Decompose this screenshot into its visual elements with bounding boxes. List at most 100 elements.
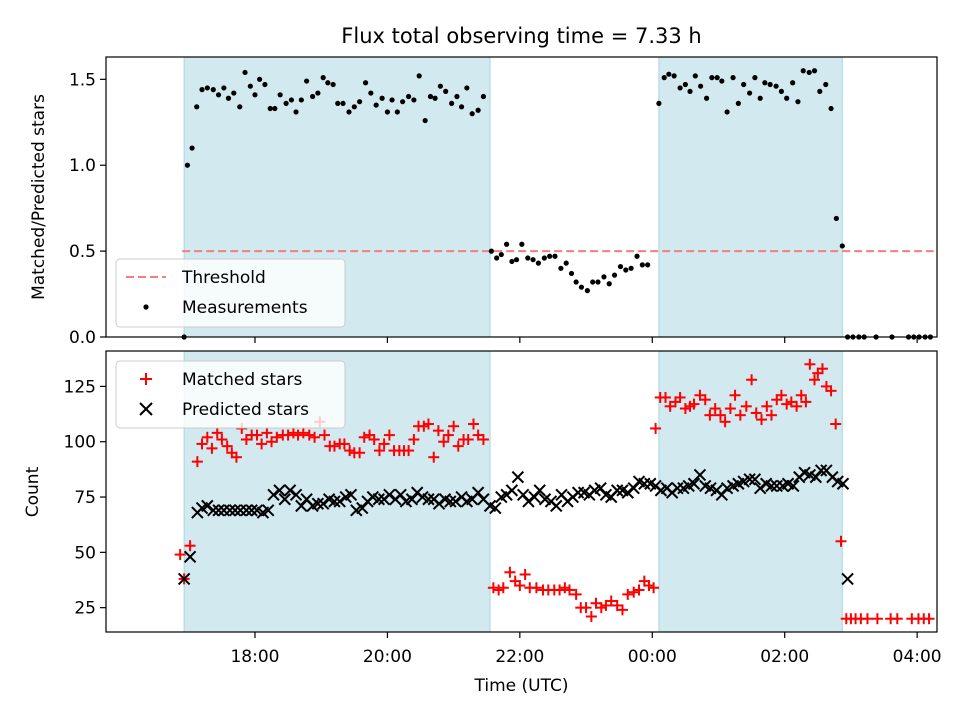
measurement-point bbox=[639, 262, 645, 268]
measurement-point bbox=[210, 87, 216, 93]
matched-star-point bbox=[564, 584, 576, 596]
matched-star-point bbox=[795, 389, 807, 401]
measurement-point bbox=[454, 93, 460, 100]
x-tick-label: 02:00 bbox=[760, 647, 809, 667]
measurement-point bbox=[231, 90, 237, 96]
measurement-point bbox=[498, 251, 504, 258]
predicted-star-point bbox=[841, 572, 854, 586]
matched-star-point bbox=[319, 429, 331, 441]
measurement-point bbox=[839, 243, 845, 249]
matched-star-point bbox=[403, 445, 415, 457]
matched-star-point bbox=[211, 427, 223, 439]
predicted-star-point bbox=[814, 464, 828, 477]
measurement-point bbox=[767, 81, 773, 88]
predicted-star-point bbox=[267, 488, 280, 502]
y-tick-label: 50 bbox=[74, 543, 96, 563]
predicted-star-point bbox=[383, 488, 396, 502]
matched-star-point bbox=[660, 391, 672, 403]
matched-star-point bbox=[861, 613, 873, 625]
matched-star-point bbox=[448, 420, 460, 432]
matched-star-point bbox=[309, 431, 321, 443]
measurement-point bbox=[362, 80, 369, 86]
matched-star-point bbox=[191, 456, 203, 468]
matched-star-point bbox=[477, 434, 489, 446]
measurement-point bbox=[741, 81, 747, 88]
matched-star-point bbox=[354, 447, 366, 459]
matched-star-point bbox=[174, 549, 186, 561]
matched-star-point bbox=[734, 409, 746, 421]
measurement-point bbox=[671, 73, 677, 79]
bottom-axes-frame bbox=[105, 350, 938, 633]
matched-star-point bbox=[438, 436, 450, 448]
matched-star-point bbox=[704, 409, 716, 421]
predicted-legend-label: Predicted stars bbox=[182, 400, 309, 420]
measurement-point bbox=[568, 270, 575, 277]
y-tick-label: 75 bbox=[74, 488, 96, 508]
x-tick-label: 04:00 bbox=[893, 647, 942, 667]
predicted-star-point bbox=[422, 493, 435, 506]
measurement-point bbox=[730, 75, 736, 81]
matched-star-point bbox=[746, 374, 758, 386]
measurement-point bbox=[504, 241, 510, 247]
matched-star-point bbox=[206, 442, 218, 454]
predicted-star-point bbox=[262, 504, 275, 517]
matched-star-point bbox=[570, 588, 582, 600]
measurement-point bbox=[288, 97, 295, 103]
predicted-star-point bbox=[245, 504, 258, 517]
measurement-point bbox=[535, 260, 541, 266]
predicted-star-point bbox=[212, 504, 225, 517]
matched-star-point bbox=[328, 440, 340, 452]
matched-star-point bbox=[368, 434, 380, 446]
measurement-point bbox=[389, 97, 395, 103]
predicted-star-point bbox=[748, 473, 762, 486]
y-tick-label: 0.0 bbox=[69, 328, 96, 348]
matched-star-point bbox=[383, 429, 395, 441]
measurement-point bbox=[563, 260, 569, 266]
measurement-point bbox=[400, 99, 406, 105]
observing-windows-bottom bbox=[183, 350, 843, 633]
measurement-point bbox=[525, 255, 531, 261]
measurement-point bbox=[823, 81, 829, 88]
matched-star-point bbox=[408, 434, 420, 446]
measurement-point bbox=[519, 241, 525, 247]
matched-star-point bbox=[756, 414, 768, 426]
matched-star-point bbox=[261, 427, 273, 439]
measurement-point bbox=[735, 100, 741, 106]
predicted-star-point bbox=[201, 499, 214, 513]
matched-star-point bbox=[497, 582, 509, 594]
predicted-star-point bbox=[693, 468, 707, 482]
matched-star-point bbox=[648, 582, 660, 594]
x-tick-label: 18:00 bbox=[230, 647, 279, 667]
bottom-legend-box bbox=[115, 360, 346, 429]
measurement-point bbox=[309, 93, 316, 100]
measurement-point bbox=[811, 68, 818, 74]
x-tick-label: 22:00 bbox=[495, 647, 544, 667]
measurement-point bbox=[422, 117, 428, 124]
measurement-point bbox=[790, 80, 796, 86]
matched-star-point bbox=[297, 427, 309, 439]
top-legend: Threshold Measurements bbox=[115, 258, 346, 328]
matched-star-point bbox=[714, 409, 726, 421]
measurement-point bbox=[432, 95, 438, 101]
matched-star-point bbox=[605, 595, 617, 607]
predicted-star-point bbox=[240, 504, 253, 517]
predicted-star-point bbox=[228, 504, 242, 517]
measurement-point bbox=[703, 95, 710, 101]
predicted-star-point bbox=[621, 486, 634, 499]
y-tick-label: 125 bbox=[64, 377, 96, 397]
predicted-star-point bbox=[550, 499, 563, 513]
matched-star-point bbox=[554, 584, 566, 596]
measurement-point bbox=[427, 93, 434, 100]
measurement-point bbox=[661, 75, 667, 81]
matched-star-point bbox=[835, 535, 847, 547]
bottom-y-axis: 25 50 75 100 125 bbox=[64, 377, 106, 619]
matched-star-point bbox=[251, 429, 263, 441]
matched-star-point bbox=[804, 358, 816, 370]
measurement-point bbox=[784, 95, 790, 101]
measurement-point bbox=[277, 92, 283, 98]
measurement-point bbox=[340, 100, 346, 106]
matched-star-point bbox=[622, 588, 634, 600]
measurement-point bbox=[411, 97, 417, 103]
measurement-point bbox=[406, 93, 412, 100]
predicted-star-point bbox=[743, 473, 756, 486]
